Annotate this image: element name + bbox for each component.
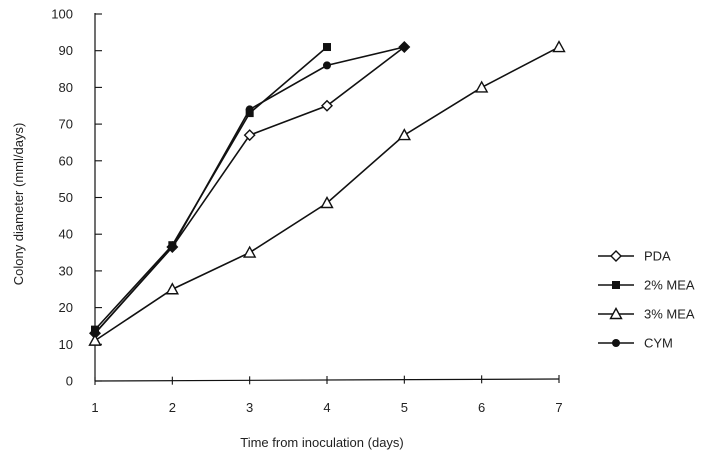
legend-marker-cym [612,339,620,347]
series-line-pda [94,46,405,334]
legend-marker-2-mea [612,281,620,289]
data-point-3-mea [397,128,412,141]
x-axis-title: Time from inoculation (days) [240,435,404,450]
legend-label: 2% MEA [644,278,695,293]
data-point-3-mea [165,282,180,295]
y-tick-label: 60 [59,153,73,168]
x-tick-label: 2 [169,400,176,415]
legend-item-3-mea: 3% MEA [598,307,695,322]
series-3-mea [88,40,566,346]
legend-label: CYM [644,336,673,351]
data-point-pda [321,99,333,112]
x-tick-label: 1 [91,400,98,415]
y-tick-label: 20 [59,300,73,315]
series-line-cym [94,46,405,334]
y-tick-label: 30 [59,263,73,278]
data-point-cym [168,243,177,252]
y-tick-label: 0 [66,374,73,389]
y-axis-title: Colony diameter (mml/days) [11,123,26,286]
x-tick-label: 3 [246,400,253,415]
y-tick-label: 80 [59,80,73,95]
data-point-cym [323,61,331,70]
x-tick-label: 4 [323,400,330,415]
x-tick-label: 5 [401,400,408,415]
series-line-3-mea [94,46,560,342]
data-point-2-mea [323,43,331,52]
legend-label: PDA [644,249,671,264]
legend-marker-3-mea [609,307,623,320]
legend-item-pda: PDA [598,249,671,264]
series-layer [88,40,566,346]
y-tick-label: 10 [59,337,73,352]
legend: PDA 2% MEA 3% MEA CYM [598,249,695,351]
data-point-pda [243,129,256,142]
series-pda [89,41,411,340]
data-point-cym [91,329,99,338]
y-tick-label: 100 [51,7,73,22]
y-tick-label: 90 [59,43,73,58]
y-tick-label: 70 [59,117,73,132]
data-point-3-mea [242,245,257,258]
legend-item-2-mea: 2% MEA [598,278,695,293]
series-2-mea [91,43,331,334]
x-tick-label: 7 [555,400,562,415]
data-point-3-mea [320,196,334,209]
legend-item-cym: CYM [598,336,673,351]
data-point-3-mea [474,80,489,93]
data-point-cym [245,105,254,114]
series-cym [91,43,409,338]
x-tick-label: 6 [478,400,485,415]
y-tick-label: 40 [59,227,73,242]
data-point-cym [400,43,409,52]
series-line-2-mea [94,46,328,331]
axes: 0 10 20 30 40 50 60 70 80 90 100 1 2 3 4 5 6 7 [51,7,562,416]
y-tick-label: 50 [59,190,73,205]
legend-label: 3% MEA [644,307,695,322]
data-point-3-mea [552,40,566,53]
legend-marker-pda [610,250,622,262]
data-point-3-mea [88,333,102,346]
